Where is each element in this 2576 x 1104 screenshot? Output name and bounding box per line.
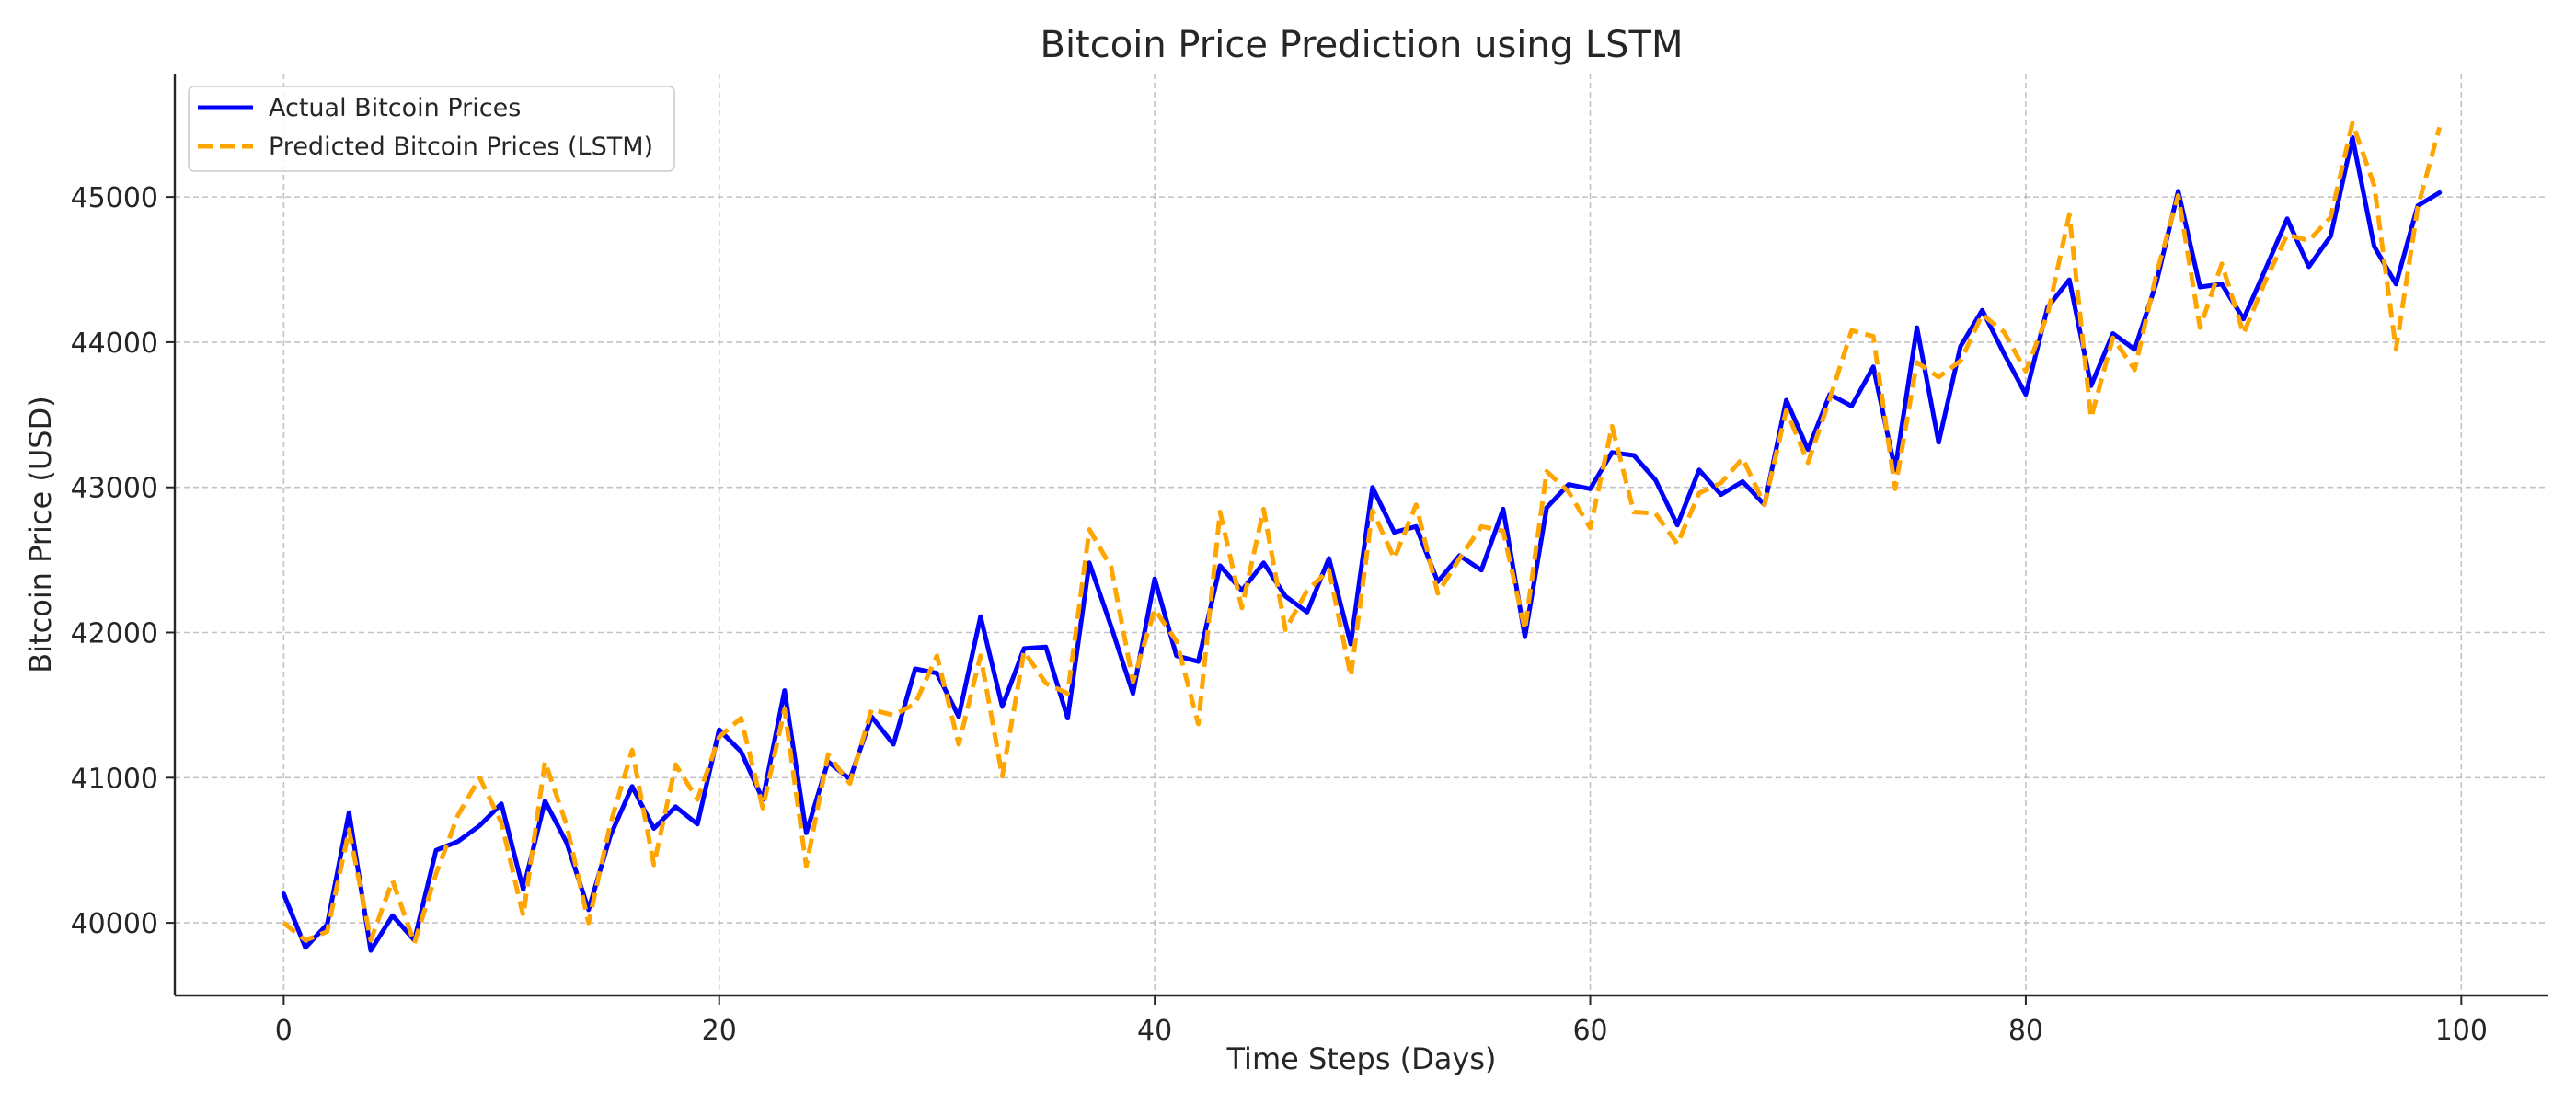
x-tick-label: 40 xyxy=(1137,1015,1172,1047)
legend-label-predicted: Predicted Bitcoin Prices (LSTM) xyxy=(269,132,653,161)
x-axis-label: Time Steps (Days) xyxy=(1225,1041,1496,1076)
x-tick-label: 80 xyxy=(2008,1015,2043,1047)
series-line-predicted xyxy=(282,121,2443,946)
y-tick-label: 44000 xyxy=(71,328,158,360)
y-ticks: 40000 41000 42000 43000 44000 45000 xyxy=(71,182,175,940)
legend: Actual Bitcoin Prices Predicted Bitcoin … xyxy=(188,86,675,172)
x-ticks: 0 20 40 60 80 100 xyxy=(275,995,2488,1047)
x-tick-label: 100 xyxy=(2435,1015,2488,1047)
x-tick-label: 20 xyxy=(702,1015,737,1047)
y-tick-label: 40000 xyxy=(71,908,158,940)
gridlines xyxy=(175,74,2548,995)
y-tick-label: 45000 xyxy=(71,182,158,214)
x-tick-label: 0 xyxy=(275,1015,293,1047)
y-axis-label: Bitcoin Price (USD) xyxy=(23,396,58,673)
y-tick-label: 42000 xyxy=(71,618,158,650)
legend-frame xyxy=(188,86,675,172)
x-tick-label: 60 xyxy=(1572,1015,1607,1047)
series-line-actual xyxy=(281,134,2443,953)
chart-title: Bitcoin Price Prediction using LSTM xyxy=(1041,24,1684,66)
y-tick-label: 41000 xyxy=(71,763,158,795)
y-tick-label: 43000 xyxy=(71,473,158,505)
series-layer xyxy=(281,121,2443,953)
legend-label-actual: Actual Bitcoin Prices xyxy=(269,94,521,122)
axes xyxy=(173,74,2548,997)
